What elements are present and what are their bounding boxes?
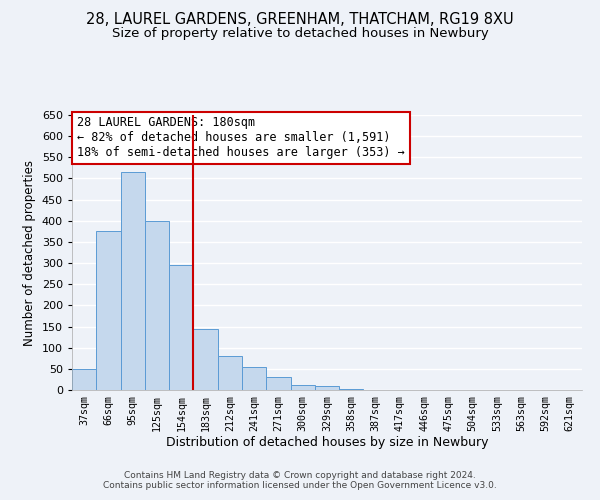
Bar	[266, 378, 290, 390]
Bar	[169, 265, 193, 390]
Text: 28 LAUREL GARDENS: 180sqm
← 82% of detached houses are smaller (1,591)
18% of se: 28 LAUREL GARDENS: 180sqm ← 82% of detac…	[77, 116, 405, 160]
Bar	[315, 386, 339, 390]
Bar	[218, 356, 242, 390]
Bar	[72, 369, 96, 390]
Bar	[193, 328, 218, 390]
Text: Contains HM Land Registry data © Crown copyright and database right 2024.
Contai: Contains HM Land Registry data © Crown c…	[103, 470, 497, 490]
Bar	[145, 221, 169, 390]
Text: 28, LAUREL GARDENS, GREENHAM, THATCHAM, RG19 8XU: 28, LAUREL GARDENS, GREENHAM, THATCHAM, …	[86, 12, 514, 28]
Bar	[290, 384, 315, 390]
Bar	[96, 232, 121, 390]
Y-axis label: Number of detached properties: Number of detached properties	[23, 160, 36, 346]
Bar	[121, 172, 145, 390]
X-axis label: Distribution of detached houses by size in Newbury: Distribution of detached houses by size …	[166, 436, 488, 450]
Bar	[339, 389, 364, 390]
Text: Size of property relative to detached houses in Newbury: Size of property relative to detached ho…	[112, 28, 488, 40]
Bar	[242, 366, 266, 390]
